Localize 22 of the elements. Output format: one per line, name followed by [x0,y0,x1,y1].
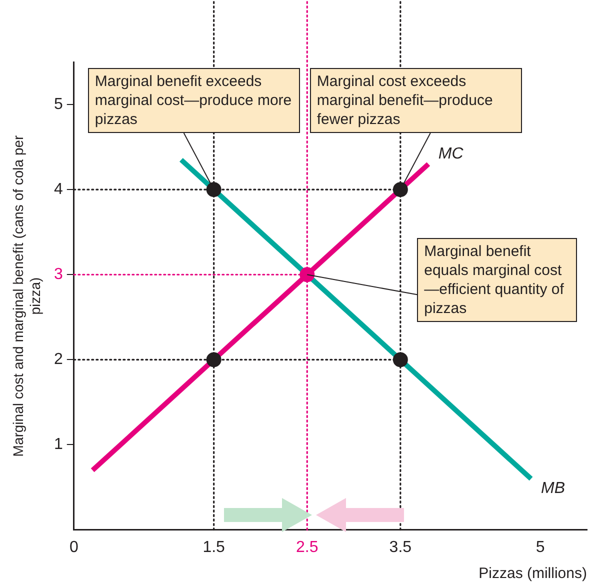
y-tick-label: 5 [54,96,63,113]
point [300,267,315,282]
x-axis-title: Pizzas (millions) [478,565,587,582]
y-tick-label: 4 [54,180,63,198]
point [206,352,222,368]
point [392,182,408,198]
point [392,352,408,368]
x-tick-label: 2.5 [296,538,318,556]
y-tick-label: 2 [54,351,63,368]
x-tick-label: 3.5 [389,538,412,556]
x-tick-label: 5 [536,538,545,556]
y-axis-title: Marginal cost and marginal benefit (cans of cola per pizza) [10,134,44,459]
annotation: Marginal cost exceeds marginal benefit—produce fewer pizzas [310,68,522,133]
y-tick-label: 1 [54,436,63,454]
point [206,182,222,198]
x-tick-label: 0 [69,538,78,556]
series-label: MB [541,480,566,498]
annotation: Marginal benefit equals marginal cost—efficient quantity of pizzas [417,238,578,322]
y-tick-label: 3 [54,266,63,284]
annotation: Marginal benefit exceeds marginal cost—produce more pizzas [88,68,300,133]
series-label: MC [438,146,464,163]
x-tick-label: 1.5 [202,538,226,556]
